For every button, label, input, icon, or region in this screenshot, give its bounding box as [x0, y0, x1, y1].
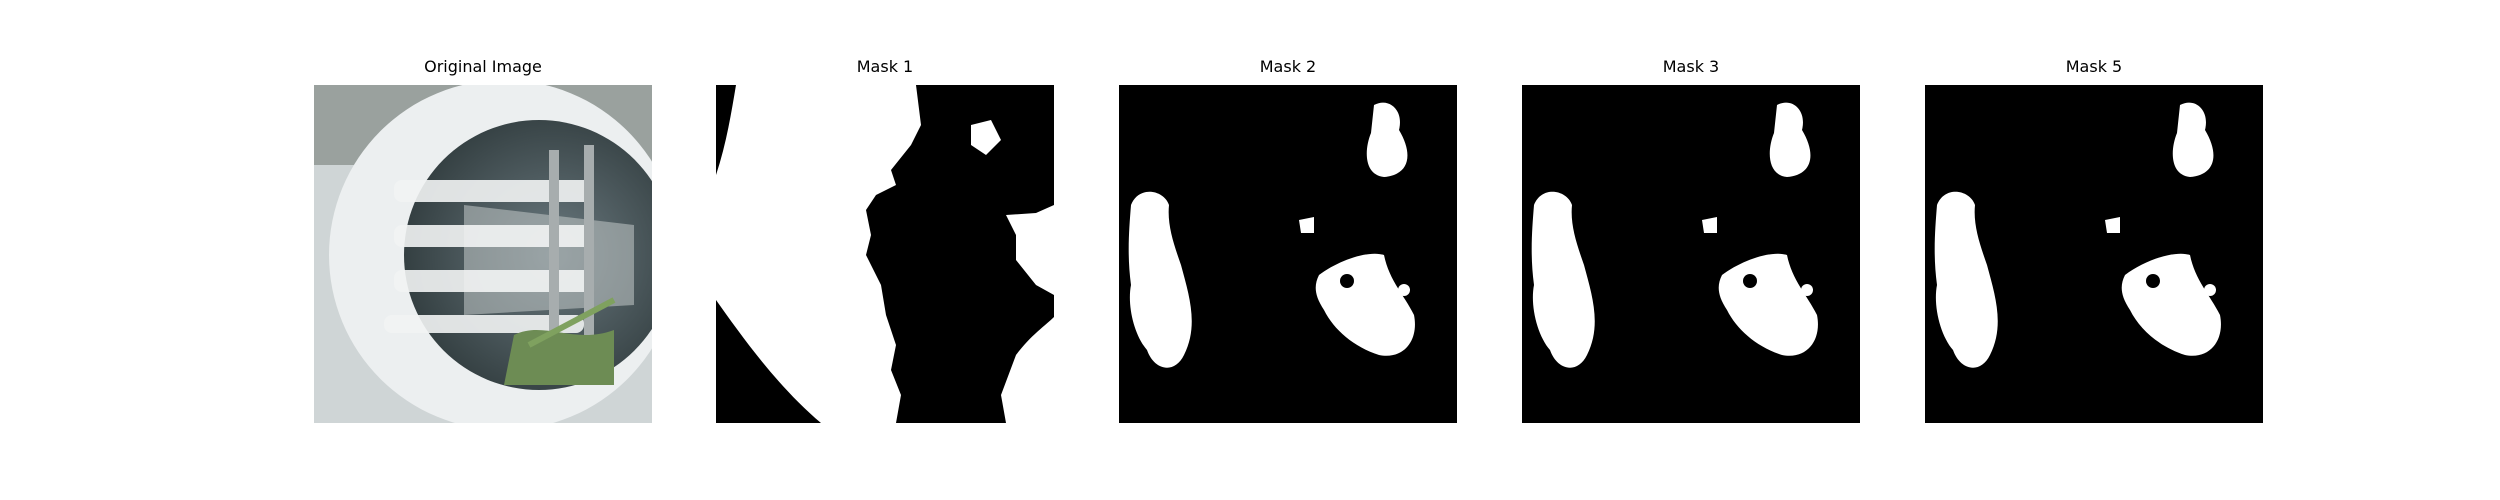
panel-title: Mask 5 [2065, 57, 2123, 76]
mask-2-image [1119, 85, 1457, 423]
panel-title: Mask 1 [856, 57, 914, 76]
mask-1-image [716, 85, 1054, 423]
mask-5-image [1925, 85, 2263, 423]
panel-title: Original Image [424, 57, 542, 76]
panel-title: Mask 2 [1259, 57, 1317, 76]
original-image [314, 85, 652, 423]
panel-title: Mask 3 [1662, 57, 1720, 76]
mask-3-image [1522, 85, 1860, 423]
